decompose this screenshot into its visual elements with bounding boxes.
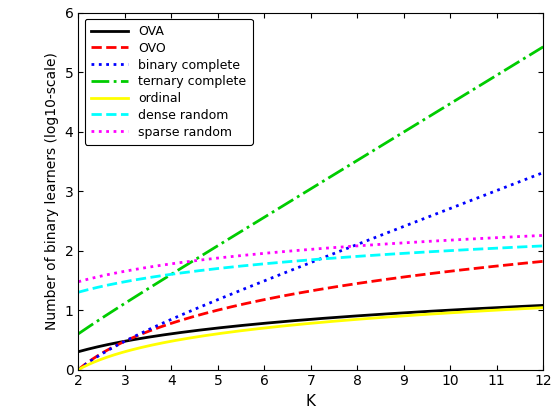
binary complete bbox=[437, 210, 444, 215]
Legend: OVA, OVO, binary complete, ternary complete, ordinal, dense random, sparse rando: OVA, OVO, binary complete, ternary compl… bbox=[85, 19, 253, 145]
ordinal bbox=[394, 314, 401, 319]
sparse random bbox=[123, 268, 129, 273]
ordinal bbox=[280, 323, 287, 328]
OVA bbox=[446, 307, 452, 312]
binary complete bbox=[394, 226, 401, 231]
binary complete bbox=[446, 206, 452, 211]
Line: dense random: dense random bbox=[78, 246, 543, 292]
Y-axis label: Number of binary learners (log10-scale): Number of binary learners (log10-scale) bbox=[45, 52, 59, 330]
Line: binary complete: binary complete bbox=[78, 173, 543, 370]
OVO bbox=[437, 270, 444, 275]
binary complete bbox=[123, 338, 129, 343]
Line: OVA: OVA bbox=[78, 305, 543, 352]
dense random bbox=[123, 279, 129, 284]
OVO bbox=[446, 269, 452, 274]
binary complete bbox=[280, 271, 287, 276]
Line: ternary complete: ternary complete bbox=[78, 47, 543, 334]
ordinal bbox=[446, 310, 452, 315]
OVO bbox=[394, 275, 401, 280]
sparse random bbox=[540, 233, 547, 238]
sparse random bbox=[437, 238, 444, 243]
OVO bbox=[263, 297, 270, 302]
dense random bbox=[75, 290, 82, 295]
binary complete bbox=[263, 278, 270, 283]
binary complete bbox=[75, 367, 82, 372]
Line: OVO: OVO bbox=[78, 261, 543, 370]
OVA bbox=[263, 320, 270, 326]
ternary complete bbox=[280, 203, 287, 208]
ternary complete bbox=[263, 213, 270, 218]
sparse random bbox=[280, 249, 287, 254]
dense random bbox=[540, 243, 547, 248]
ternary complete bbox=[394, 133, 401, 138]
OVO bbox=[540, 259, 547, 264]
ternary complete bbox=[540, 45, 547, 50]
OVA bbox=[540, 303, 547, 308]
binary complete bbox=[540, 170, 547, 175]
OVO bbox=[123, 338, 129, 343]
ordinal bbox=[540, 305, 547, 310]
OVA bbox=[75, 349, 82, 354]
Line: ordinal: ordinal bbox=[78, 307, 543, 370]
Line: sparse random: sparse random bbox=[78, 236, 543, 282]
OVA bbox=[394, 311, 401, 316]
ternary complete bbox=[446, 102, 452, 107]
sparse random bbox=[394, 241, 401, 246]
ordinal bbox=[123, 349, 129, 354]
OVO bbox=[75, 367, 82, 372]
ordinal bbox=[437, 311, 444, 316]
sparse random bbox=[446, 238, 452, 243]
OVA bbox=[437, 308, 444, 313]
dense random bbox=[446, 248, 452, 253]
ternary complete bbox=[123, 300, 129, 305]
OVA bbox=[123, 339, 129, 344]
X-axis label: K: K bbox=[306, 394, 316, 409]
dense random bbox=[437, 249, 444, 254]
ordinal bbox=[263, 325, 270, 330]
dense random bbox=[263, 261, 270, 266]
OVO bbox=[280, 294, 287, 299]
ordinal bbox=[75, 367, 82, 372]
ternary complete bbox=[437, 107, 444, 112]
sparse random bbox=[75, 279, 82, 284]
ternary complete bbox=[75, 331, 82, 336]
dense random bbox=[394, 251, 401, 256]
dense random bbox=[280, 260, 287, 265]
OVA bbox=[280, 319, 287, 324]
sparse random bbox=[263, 251, 270, 256]
